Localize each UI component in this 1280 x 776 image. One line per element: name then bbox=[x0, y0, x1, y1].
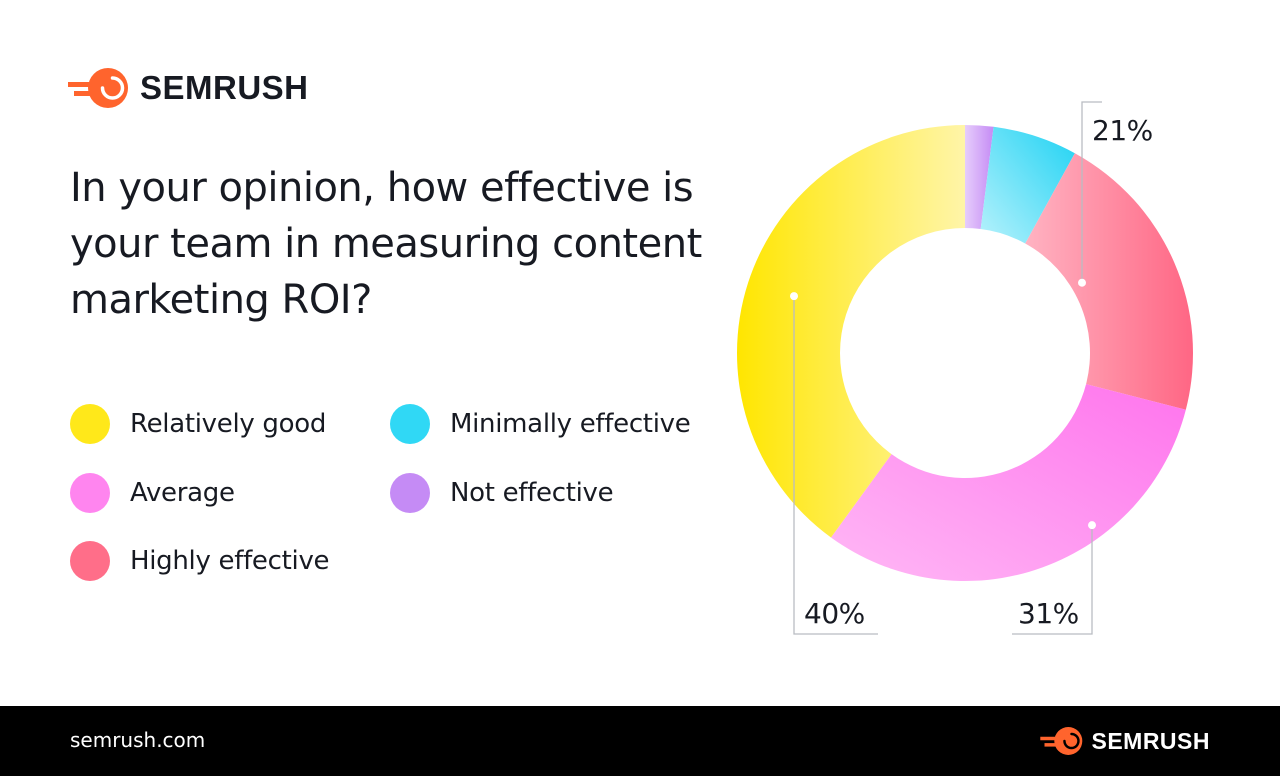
footer-bar: semrush.com SEMRUSH bbox=[0, 706, 1280, 776]
legend-label-highly-effective: Highly effective bbox=[130, 546, 330, 576]
legend-label-not-effective: Not effective bbox=[450, 478, 614, 508]
leader-line-relatively-good bbox=[793, 296, 878, 635]
legend-swatch-minimally-effective bbox=[390, 404, 430, 444]
footer-url: semrush.com bbox=[70, 728, 206, 752]
legend-label-minimally-effective: Minimally effective bbox=[450, 409, 691, 439]
data-label-average: 31% bbox=[1018, 597, 1079, 630]
leader-line-average bbox=[1012, 525, 1093, 635]
leader-line-highly-effective bbox=[1081, 101, 1102, 283]
legend-item-highly-effective: Highly effective bbox=[70, 541, 330, 581]
data-label-highly-effective: 21% bbox=[1092, 114, 1153, 147]
semrush-logo: SEMRUSH bbox=[68, 68, 309, 108]
legend-swatch-highly-effective bbox=[70, 541, 110, 581]
semrush-fireball-icon bbox=[68, 68, 128, 108]
legend-label-average: Average bbox=[130, 478, 235, 508]
slice-not-effective bbox=[965, 125, 994, 229]
legend-swatch-relatively-good bbox=[70, 404, 110, 444]
data-label-relatively-good: 40% bbox=[804, 597, 865, 630]
semrush-wordmark-footer: SEMRUSH bbox=[1091, 727, 1210, 754]
legend-label-relatively-good: Relatively good bbox=[130, 409, 327, 439]
semrush-fireball-icon bbox=[1040, 727, 1083, 755]
slice-minimally-effective bbox=[980, 126, 1075, 244]
question-title: In your opinion, how effective is your t… bbox=[70, 165, 702, 323]
legend-item-not-effective: Not effective bbox=[390, 473, 614, 513]
legend-item-average: Average bbox=[70, 473, 235, 513]
slice-average bbox=[830, 384, 1186, 581]
donut-chart: 21% 31% 40% bbox=[737, 101, 1193, 635]
leader-dot-highly-effective bbox=[1078, 278, 1086, 287]
chart-legend: Relatively good Minimally effective Aver… bbox=[70, 404, 730, 604]
leader-dot-relatively-good bbox=[790, 292, 798, 301]
slice-highly-effective bbox=[1025, 153, 1193, 410]
legend-swatch-average bbox=[70, 473, 110, 513]
leader-dot-average bbox=[1088, 521, 1096, 530]
legend-item-minimally-effective: Minimally effective bbox=[390, 404, 691, 444]
legend-item-relatively-good: Relatively good bbox=[70, 404, 326, 444]
semrush-logo-footer: SEMRUSH bbox=[1040, 727, 1210, 755]
legend-swatch-not-effective bbox=[390, 473, 430, 513]
semrush-wordmark: SEMRUSH bbox=[140, 69, 309, 106]
